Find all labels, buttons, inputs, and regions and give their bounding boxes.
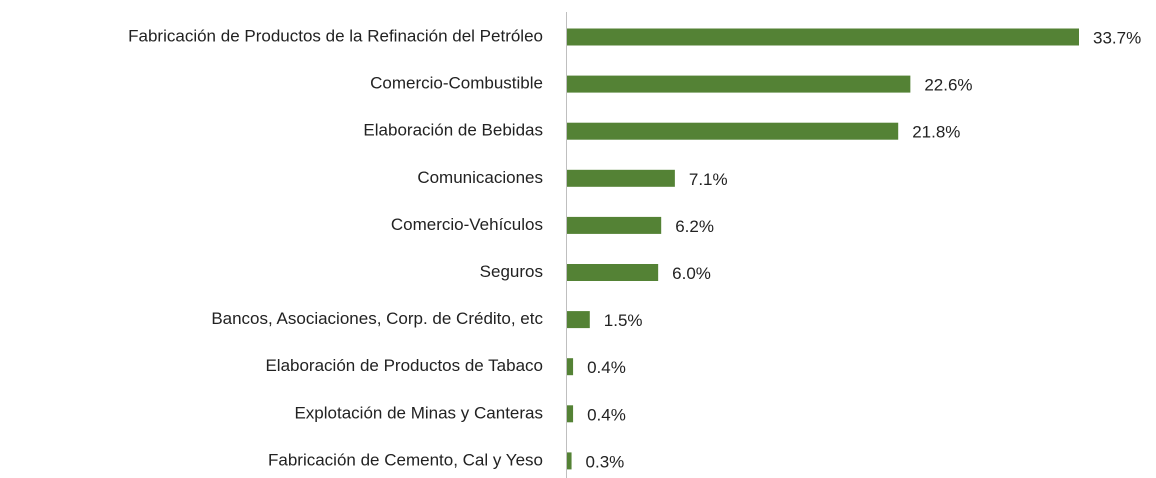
bar bbox=[567, 169, 675, 187]
category-label: Explotación de Minas y Canteras bbox=[294, 403, 543, 422]
value-label: 0.4% bbox=[587, 358, 626, 377]
bar bbox=[567, 405, 574, 423]
value-label: 0.4% bbox=[587, 405, 626, 424]
category-label: Comercio-Vehículos bbox=[391, 215, 543, 234]
bar bbox=[567, 358, 574, 376]
category-label: Elaboración de Productos de Tabaco bbox=[265, 356, 543, 375]
value-label: 1.5% bbox=[604, 311, 643, 330]
category-label: Fabricación de Productos de la Refinació… bbox=[128, 26, 543, 45]
bar bbox=[567, 28, 1079, 46]
bar bbox=[567, 75, 911, 93]
bar bbox=[567, 216, 662, 234]
bar bbox=[567, 122, 899, 140]
value-label: 21.8% bbox=[912, 123, 960, 142]
value-label: 6.0% bbox=[672, 264, 711, 283]
value-label: 33.7% bbox=[1093, 28, 1141, 47]
value-label: 6.2% bbox=[675, 217, 714, 236]
category-label: Comunicaciones bbox=[417, 168, 543, 187]
value-label: 0.3% bbox=[586, 452, 625, 471]
category-label: Seguros bbox=[480, 262, 543, 281]
value-label: 22.6% bbox=[924, 76, 972, 95]
bar bbox=[567, 264, 659, 281]
category-label: Comercio-Combustible bbox=[370, 74, 543, 93]
category-label: Fabricación de Cemento, Cal y Yeso bbox=[268, 450, 543, 469]
value-label: 7.1% bbox=[689, 170, 728, 189]
category-label: Bancos, Asociaciones, Corp. de Crédito, … bbox=[211, 309, 543, 328]
category-label: Elaboración de Bebidas bbox=[363, 121, 543, 140]
bar bbox=[567, 311, 590, 329]
bar bbox=[567, 452, 572, 470]
